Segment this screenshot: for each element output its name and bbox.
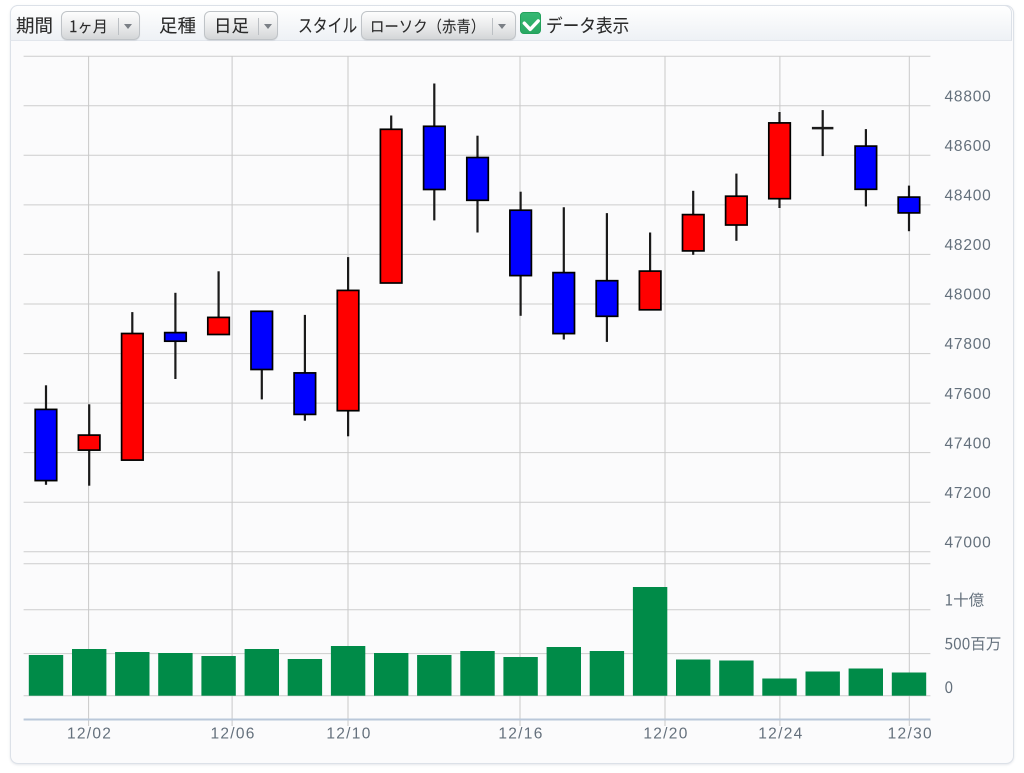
svg-text:12/16: 12/16 — [498, 726, 543, 743]
svg-text:47800: 47800 — [945, 336, 992, 353]
svg-text:12/02: 12/02 — [67, 726, 112, 743]
svg-text:12/20: 12/20 — [643, 726, 688, 743]
svg-text:12/24: 12/24 — [758, 726, 803, 743]
svg-text:47600: 47600 — [945, 386, 992, 403]
svg-text:47200: 47200 — [945, 485, 992, 502]
svg-text:48400: 48400 — [945, 188, 992, 205]
svg-text:12/30: 12/30 — [888, 726, 933, 743]
svg-text:12/10: 12/10 — [326, 726, 371, 743]
svg-text:48600: 48600 — [945, 138, 992, 155]
svg-text:48000: 48000 — [945, 287, 992, 304]
svg-text:48800: 48800 — [945, 89, 992, 106]
svg-text:12/06: 12/06 — [210, 726, 255, 743]
svg-text:47000: 47000 — [945, 535, 992, 552]
svg-text:47400: 47400 — [945, 435, 992, 452]
svg-text:48200: 48200 — [945, 237, 992, 254]
